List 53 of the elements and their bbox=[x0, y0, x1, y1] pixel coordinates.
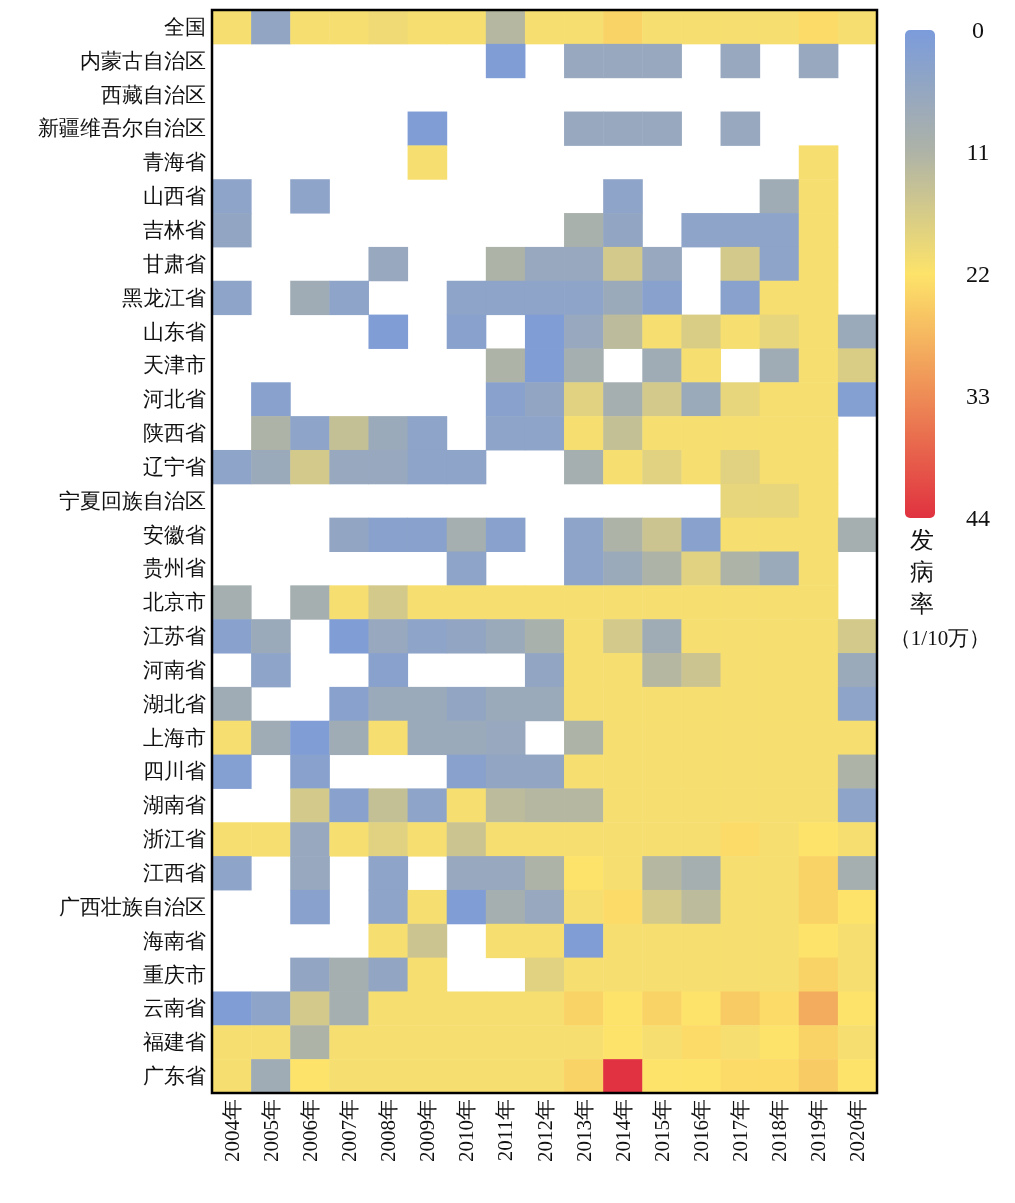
color-bar-label: 22 bbox=[966, 261, 990, 287]
x-tick-label: 2004年 bbox=[219, 1099, 244, 1162]
y-tick-label: 湖北省 bbox=[143, 691, 206, 716]
y-tick-label: 云南省 bbox=[143, 996, 206, 1021]
x-tick-label: 2015年 bbox=[649, 1099, 674, 1162]
y-tick-label: 安徽省 bbox=[143, 522, 206, 547]
y-tick-label: 甘肃省 bbox=[143, 251, 206, 276]
y-tick-label: 江西省 bbox=[143, 861, 206, 886]
x-tick-label: 2011年 bbox=[493, 1099, 518, 1162]
y-tick-label: 内蒙古自治区 bbox=[80, 48, 206, 73]
y-tick-label: 新疆维吾尔自治区 bbox=[38, 116, 206, 141]
y-tick-label: 重庆市 bbox=[143, 962, 206, 987]
y-tick-label: 上海市 bbox=[143, 725, 206, 750]
x-tick-label: 2007年 bbox=[336, 1099, 361, 1162]
y-tick-label: 山东省 bbox=[143, 319, 206, 344]
x-tick-label: 2010年 bbox=[454, 1099, 479, 1162]
y-tick-label: 北京市 bbox=[143, 590, 206, 615]
y-tick-label: 吉林省 bbox=[143, 217, 206, 242]
y-tick-label: 辽宁省 bbox=[143, 454, 206, 479]
x-tick-label: 2013年 bbox=[571, 1099, 596, 1162]
y-tick-label: 贵州省 bbox=[143, 556, 206, 581]
x-tick-label: 2012年 bbox=[532, 1099, 557, 1162]
x-tick-label: 2016年 bbox=[688, 1099, 713, 1162]
y-tick-label: 河北省 bbox=[143, 387, 206, 412]
x-tick-label: 2019年 bbox=[806, 1099, 831, 1162]
y-tick-label: 西藏自治区 bbox=[101, 82, 206, 107]
y-tick-label: 青海省 bbox=[143, 150, 206, 175]
y-tick-label: 山西省 bbox=[143, 184, 206, 209]
y-tick-label: 宁夏回族自治区 bbox=[59, 488, 206, 513]
y-tick-label: 福建省 bbox=[143, 1030, 206, 1055]
y-tick-label: 湖南省 bbox=[143, 793, 206, 818]
x-tick-label: 2017年 bbox=[728, 1099, 753, 1162]
color-bar-label: 33 bbox=[966, 383, 990, 409]
y-tick-label: 广东省 bbox=[143, 1064, 206, 1089]
x-tick-label: 2008年 bbox=[376, 1099, 401, 1162]
y-tick-label: 四川省 bbox=[143, 759, 206, 784]
y-tick-label: 江苏省 bbox=[143, 624, 206, 649]
color-bar-label: 0 bbox=[972, 17, 984, 43]
y-tick-label: 全国 bbox=[164, 14, 206, 39]
y-tick-label: 陕西省 bbox=[143, 421, 206, 446]
x-tick-label: 2020年 bbox=[845, 1099, 870, 1162]
y-tick-label: 黑龙江省 bbox=[122, 285, 206, 310]
y-tick-label: 天津市 bbox=[143, 353, 206, 378]
color-bar-label: 11 bbox=[966, 139, 990, 165]
y-tick-label: 浙江省 bbox=[143, 827, 206, 852]
x-tick-label: 2009年 bbox=[415, 1099, 440, 1162]
x-tick-label: 2018年 bbox=[767, 1099, 792, 1162]
x-tick-label: 2005年 bbox=[258, 1099, 283, 1162]
y-tick-label: 河南省 bbox=[143, 657, 206, 682]
y-tick-label: 海南省 bbox=[143, 928, 206, 953]
x-tick-label: 2006年 bbox=[297, 1099, 322, 1162]
x-tick-label: 2014年 bbox=[610, 1099, 635, 1162]
y-tick-label: 广西壮族自治区 bbox=[59, 894, 206, 919]
